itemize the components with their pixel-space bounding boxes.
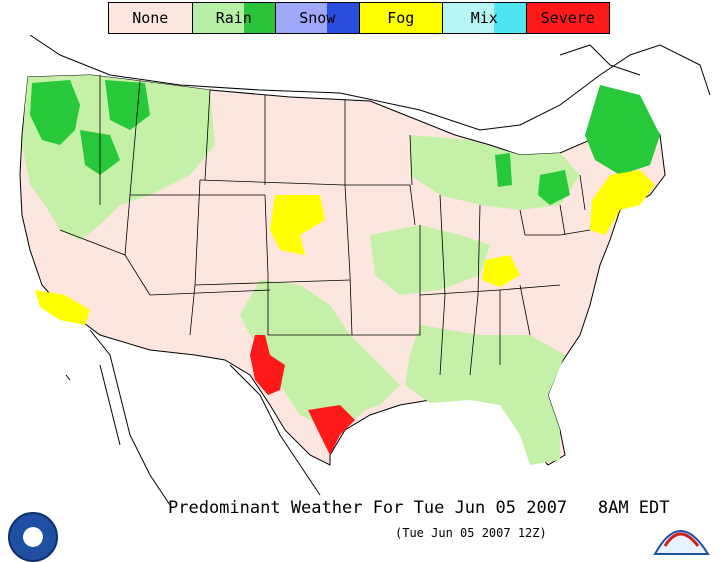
legend-rain: Rain (192, 3, 275, 33)
legend-mix-label: Mix (470, 9, 498, 27)
severe-gulf-coast (308, 405, 355, 455)
rain-heavy-newyork (538, 170, 570, 205)
mexico-coastline (65, 329, 321, 506)
us-weather-map (0, 34, 720, 506)
legend-fog-label: Fog (387, 9, 415, 27)
fog-northeast (590, 170, 655, 235)
map-caption: Predominant Weather For Tue Jun 05 2007 … (168, 498, 670, 518)
rain-southeast (405, 325, 565, 465)
rain-midwest (370, 225, 490, 295)
rain-gulf (300, 335, 400, 415)
fog-nebraska (270, 195, 325, 255)
map-svg (19, 34, 711, 506)
rain-heavy-michigan (495, 153, 512, 187)
legend-severe: Severe (526, 3, 609, 33)
legend-rain-label: Rain (215, 9, 252, 27)
state-boundaries (59, 75, 591, 376)
rain-heavy-washington (30, 80, 80, 145)
legend-mix: Mix (443, 3, 526, 33)
legend-none-label: None (132, 9, 169, 27)
legend-snow-label: Snow (299, 9, 336, 27)
weather-service-logo-icon (650, 516, 710, 556)
legend-none: None (109, 3, 192, 33)
map-subcaption: (Tue Jun 05 2007 12Z) (395, 526, 547, 540)
weather-legend: None Rain Snow Fog Mix Severe (108, 2, 610, 34)
fog-kentucky (482, 255, 520, 287)
fog-socal (35, 290, 90, 325)
severe-west-texas (250, 335, 285, 395)
legend-fog: Fog (359, 3, 442, 33)
rain-heavy-northeast (585, 85, 660, 175)
legend-snow: Snow (276, 3, 359, 33)
legend-severe-label: Severe (540, 9, 595, 27)
noaa-logo-icon (8, 512, 58, 562)
rain-greatlakes (410, 135, 580, 210)
canada-coastline (29, 34, 711, 131)
